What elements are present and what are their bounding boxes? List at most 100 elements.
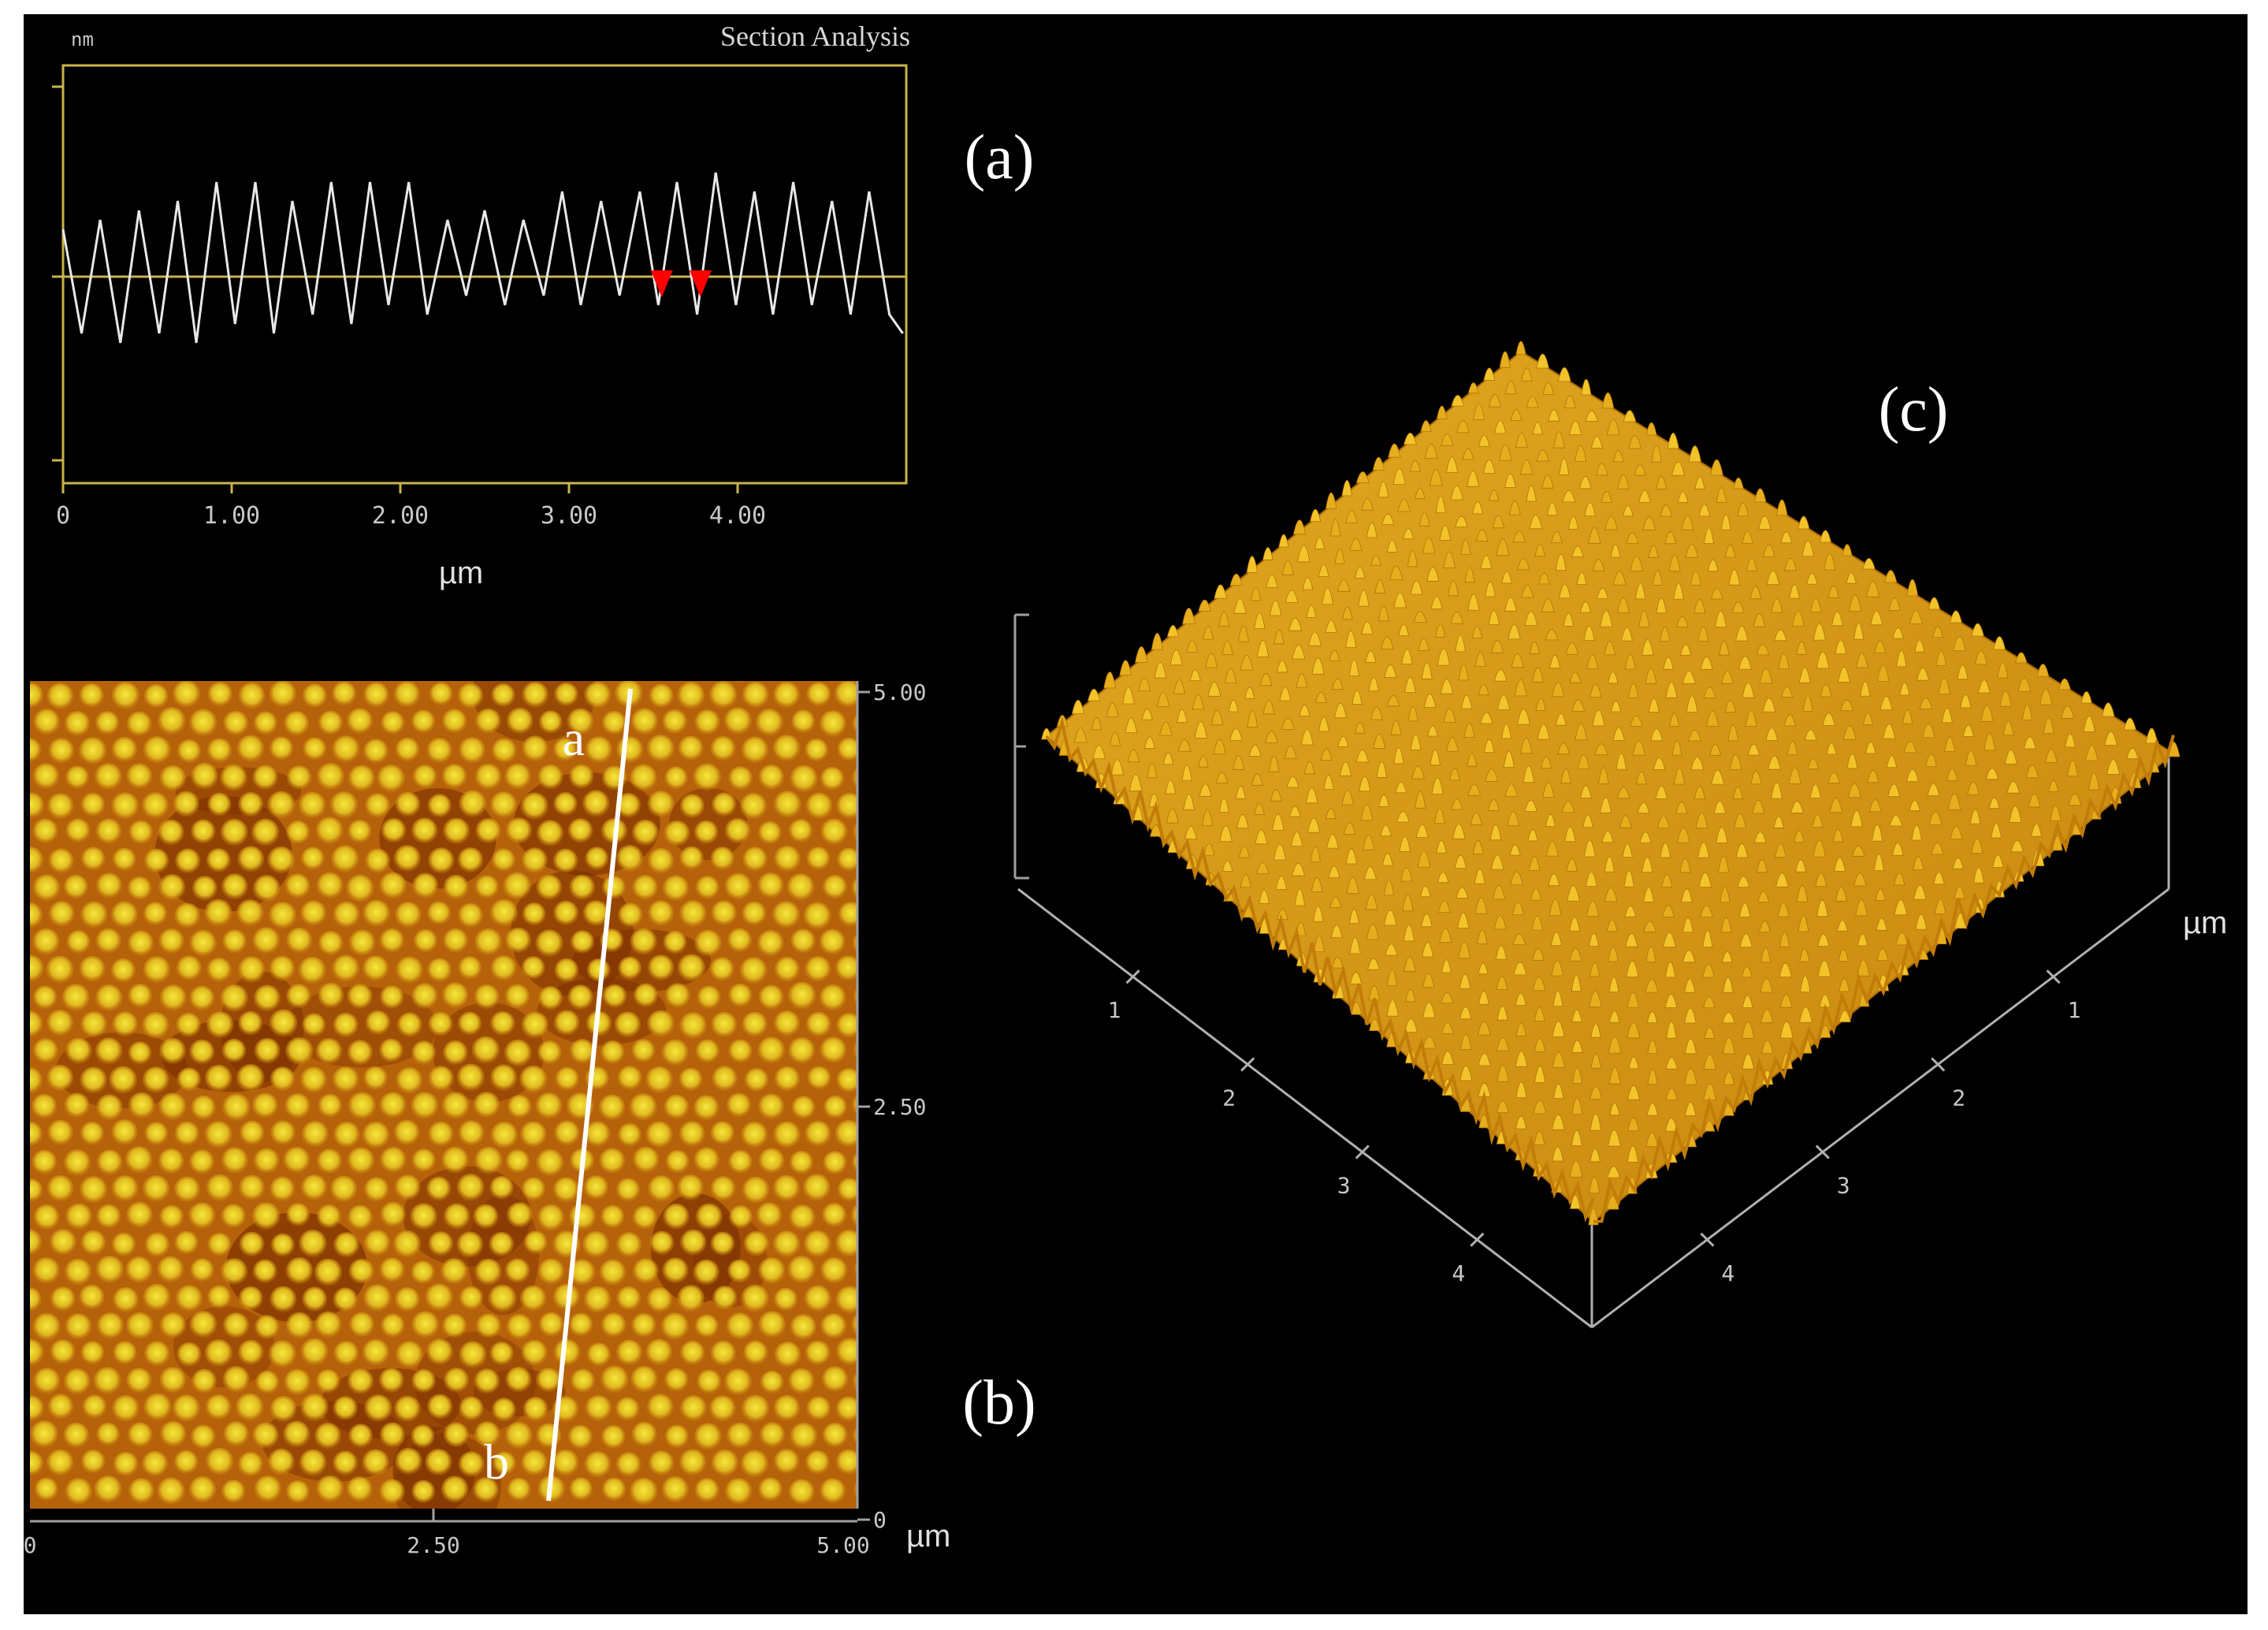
- afm-nanodot: [489, 899, 519, 928]
- surface-peak: [1569, 947, 1582, 962]
- surface-peak: [1256, 639, 1270, 657]
- surface-peak: [1279, 687, 1292, 701]
- surface-peak: [1247, 710, 1259, 728]
- afm-nanodot: [459, 790, 487, 818]
- afm-nanodot: [615, 1452, 641, 1478]
- afm-nanodot: [931, 902, 956, 926]
- surface-peak: [1971, 623, 1984, 637]
- surface-peak: [1580, 785, 1592, 798]
- surface-peak: [1660, 504, 1673, 517]
- surface-left-tick-label: 4: [1452, 1260, 1465, 1286]
- surface-axis-unit: µm: [2183, 906, 2227, 940]
- surface-peak: [1645, 978, 1659, 993]
- surface-peak: [1221, 860, 1233, 872]
- surface-peak: [1729, 754, 1742, 770]
- surface-peak: [1913, 884, 1927, 900]
- surface-peak: [1737, 876, 1750, 888]
- surface-peak: [1159, 721, 1173, 736]
- afm-nanodot: [711, 900, 738, 927]
- afm-nanodot: [710, 1176, 736, 1202]
- afm-nanodot: [709, 957, 734, 982]
- afm-nanodot: [362, 1121, 390, 1150]
- surface-peak: [1488, 393, 1502, 408]
- afm-nanodot: [80, 792, 106, 817]
- surface-peak: [1268, 755, 1280, 772]
- surface-peak: [1928, 597, 1941, 610]
- afm-nanodot: [694, 929, 722, 958]
- afm-nanodot: [125, 1256, 153, 1284]
- afm-nanodot: [393, 681, 421, 709]
- section-line-end-label: b: [484, 1434, 509, 1490]
- surface-peak: [1135, 646, 1148, 663]
- afm-nanodot: [111, 1119, 138, 1146]
- afm-nanodot: [393, 1119, 420, 1146]
- afm-nanodot: [900, 1396, 925, 1421]
- afm-nanodot: [521, 1011, 549, 1040]
- surface-peak: [1596, 463, 1608, 476]
- afm-nanodot: [177, 1067, 202, 1092]
- afm-nanodot: [807, 1066, 831, 1091]
- afm-nanodot: [901, 1451, 928, 1478]
- surface-peak: [1589, 991, 1602, 1007]
- surface-peak: [1809, 783, 1822, 798]
- surface-peak: [1259, 890, 1270, 904]
- afm-nanodot: [318, 1093, 343, 1118]
- afm-nanodot: [868, 902, 894, 928]
- surface-peak: [1331, 678, 1344, 690]
- afm-nanodot: [885, 765, 910, 790]
- surface-peak: [1598, 767, 1609, 784]
- surface-peak: [1205, 653, 1218, 668]
- surface-peak: [1365, 894, 1378, 910]
- afm-nanodot: [46, 955, 74, 984]
- surface-peak: [1889, 814, 1903, 827]
- surface-peak: [1456, 419, 1470, 434]
- afm-nanodot: [757, 1036, 786, 1065]
- z-scale-bar: [1013, 613, 1029, 880]
- surface-peak: [1905, 768, 1919, 783]
- afm-nanodot: [473, 1204, 499, 1230]
- surface-peak: [1286, 776, 1299, 788]
- afm-nanodot: [664, 656, 690, 681]
- surface-peak: [1041, 728, 1052, 740]
- surface-peak: [1594, 743, 1608, 755]
- surface-peak: [1559, 583, 1571, 599]
- surface-peak: [1902, 709, 1913, 724]
- surface-peak: [1182, 608, 1195, 624]
- surface-peak: [1669, 713, 1680, 728]
- surface-peak: [1460, 539, 1471, 555]
- afm-nanodot: [47, 1119, 74, 1146]
- afm-nanodot: [739, 957, 768, 985]
- afm-nanodot: [363, 1230, 391, 1257]
- afm-nanodot: [314, 1311, 342, 1339]
- surface-peak: [1496, 538, 1510, 556]
- surface-peak: [1612, 727, 1625, 741]
- afm-nanodot: [728, 1205, 753, 1230]
- afm-nanodot: [222, 1093, 251, 1122]
- surface-peak: [1302, 577, 1314, 590]
- surface-peak: [1305, 787, 1318, 804]
- afm-nanodot: [142, 1450, 169, 1477]
- surface-peak: [1157, 691, 1170, 707]
- afm-nanodot: [238, 683, 266, 710]
- afm-nanodot: [189, 985, 215, 1011]
- surface-peak: [1969, 809, 1981, 824]
- surface-peak: [1630, 556, 1644, 572]
- surface-peak: [1448, 580, 1459, 597]
- surface-peak: [1218, 612, 1230, 627]
- afm-nanodot: [474, 1146, 503, 1175]
- afm-nanodot: [492, 1451, 516, 1476]
- afm-nanodot: [490, 1064, 518, 1092]
- afm-nanodot: [30, 955, 44, 983]
- surface-peak: [1675, 801, 1688, 814]
- afm-nanodot: [820, 1478, 846, 1505]
- afm-nanodot: [759, 1422, 786, 1448]
- afm-nanodot: [585, 736, 613, 764]
- afm-nanodot: [930, 1011, 955, 1036]
- surface-peak: [1330, 925, 1343, 938]
- surface-peak: [1798, 515, 1810, 530]
- surface-peak: [1745, 710, 1757, 727]
- surface-peak: [1422, 1036, 1437, 1049]
- afm-nanodot: [32, 763, 60, 790]
- afm-nanodot: [302, 683, 327, 709]
- afm-nanodot: [441, 1313, 467, 1339]
